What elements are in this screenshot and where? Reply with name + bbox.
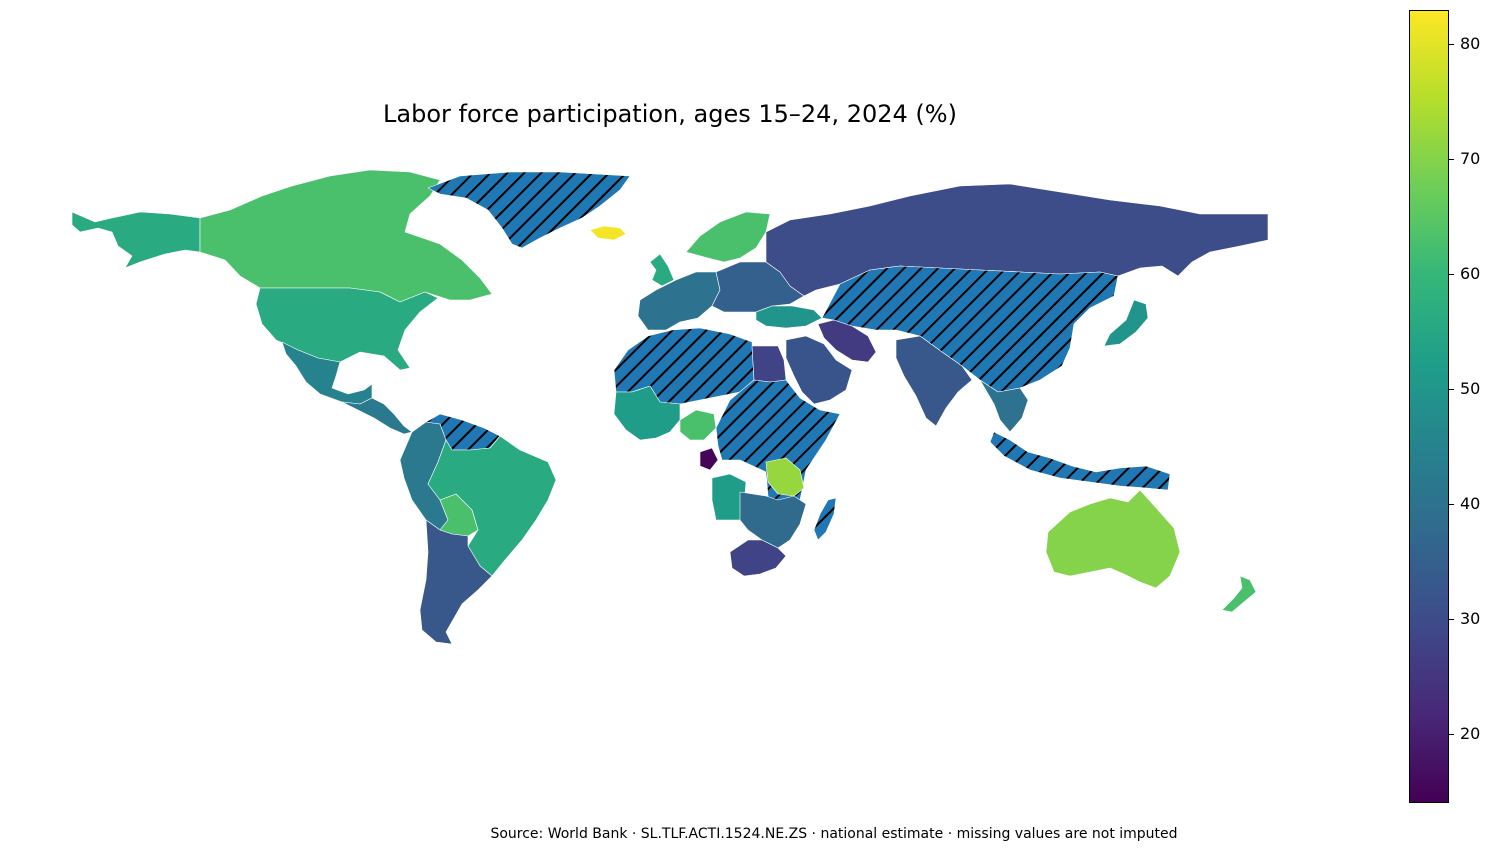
colorbar-tick-label: 40 — [1460, 494, 1481, 514]
source-note: Source: World Bank · SL.TLF.ACTI.1524.NE… — [490, 826, 1178, 842]
region-united-states[interactable] — [255, 287, 439, 371]
region-madagascar[interactable] — [813, 497, 837, 541]
region-southeast-asia[interactable] — [979, 379, 1029, 433]
colorbar-tick-label: 20 — [1460, 724, 1481, 744]
region-zambia-mozambique[interactable] — [739, 491, 807, 549]
region-scandinavia[interactable] — [685, 211, 771, 263]
region-united-kingdom[interactable] — [649, 253, 675, 287]
region-western-europe[interactable] — [637, 271, 721, 331]
region-south-africa[interactable] — [729, 539, 787, 577]
colorbar-tick-label: 50 — [1460, 379, 1481, 399]
region-saudi-arabia[interactable] — [785, 335, 853, 405]
region-gabon[interactable] — [699, 447, 719, 471]
region-mexico[interactable] — [281, 341, 373, 405]
region-alaska[interactable] — [71, 211, 201, 269]
colorbar-gradient — [1410, 11, 1448, 802]
colorbar-tick-label: 70 — [1460, 149, 1481, 169]
region-australia[interactable] — [1045, 489, 1181, 589]
region-japan[interactable] — [1103, 299, 1149, 347]
colorbar-tick — [1449, 159, 1454, 161]
map-title: Labor force participation, ages 15–24, 2… — [383, 100, 957, 128]
region-russia[interactable] — [765, 183, 1269, 297]
region-new-zealand[interactable] — [1221, 575, 1257, 613]
colorbar — [1409, 10, 1449, 803]
region-nigeria[interactable] — [679, 409, 717, 441]
region-greenland[interactable] — [427, 171, 631, 249]
colorbar-tick — [1449, 389, 1454, 391]
colorbar-tick — [1449, 504, 1454, 506]
region-argentina-chile[interactable] — [419, 519, 493, 645]
region-central-america[interactable] — [341, 397, 413, 435]
region-east-africa[interactable] — [715, 379, 841, 521]
region-west-africa[interactable] — [613, 385, 681, 441]
colorbar-tick-label: 80 — [1460, 34, 1481, 54]
colorbar-tick-label: 60 — [1460, 264, 1481, 284]
colorbar-tick — [1449, 619, 1454, 621]
region-india[interactable] — [895, 335, 973, 427]
region-indonesia-png[interactable] — [989, 431, 1171, 491]
colorbar-tick — [1449, 274, 1454, 276]
region-central-asia-china[interactable] — [821, 265, 1119, 393]
colorbar-tick-label: 30 — [1460, 609, 1481, 629]
region-egypt[interactable] — [751, 345, 787, 383]
colorbar-tick — [1449, 734, 1454, 736]
colorbar-tick — [1449, 44, 1454, 46]
region-iceland[interactable] — [589, 225, 627, 241]
region-turkey[interactable] — [755, 305, 823, 329]
region-tanzania[interactable] — [765, 457, 805, 497]
